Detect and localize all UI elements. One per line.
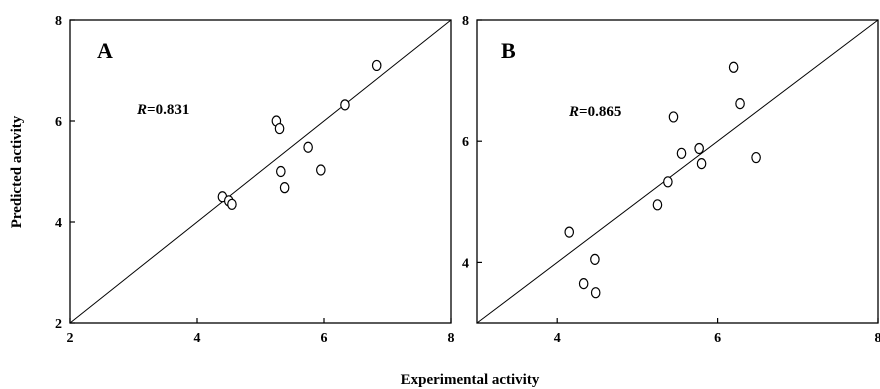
r-value-a: =0.831 — [147, 102, 189, 118]
data-point-b — [694, 142, 704, 155]
points-a — [217, 59, 382, 210]
x-tick-label-a: 8 — [448, 331, 455, 346]
y-axis-title: Predicted activity — [9, 115, 25, 228]
x-tick-label-a: 2 — [67, 331, 74, 346]
data-point-b — [728, 61, 739, 73]
data-point-a — [276, 165, 286, 178]
data-point-b — [696, 158, 707, 170]
data-point-b — [652, 199, 663, 211]
correlation-label-a: R=0.831 — [136, 102, 189, 118]
correlation-label-b: R=0.865 — [568, 104, 621, 120]
y-tick-label-a: 2 — [55, 317, 62, 332]
plot-frame-a — [69, 19, 452, 324]
data-point-b — [676, 147, 687, 159]
panel-b: 4 6 8 4 6 8 B R=0.865 — [462, 14, 880, 346]
x-tick-label-b: 4 — [554, 331, 561, 346]
data-point-b — [663, 176, 673, 188]
x-axis-title: Experimental activity — [401, 372, 540, 388]
x-tick-label-b: 8 — [875, 331, 880, 346]
ticks-a: 2 4 6 8 2 4 6 8 — [55, 14, 455, 346]
y-tick-label-b: 4 — [462, 256, 469, 271]
x-tick-label-a: 6 — [321, 331, 328, 346]
plot-frame-b — [476, 19, 879, 324]
data-point-b — [751, 151, 761, 164]
y-tick-label-a: 6 — [55, 115, 62, 130]
reference-line-b — [476, 19, 879, 324]
reference-line-a — [69, 19, 452, 324]
data-point-a — [279, 182, 290, 194]
ticks-b: 4 6 8 4 6 8 — [462, 14, 880, 346]
data-point-a — [316, 164, 326, 176]
y-tick-label-a: 8 — [55, 14, 62, 29]
x-tick-label-a: 4 — [194, 331, 201, 346]
y-tick-label-b: 8 — [462, 14, 469, 29]
data-point-a — [274, 122, 285, 135]
data-point-b — [578, 278, 589, 290]
data-point-a — [303, 141, 313, 153]
panel-a: 2 4 6 8 2 4 6 8 A R=0.831 — [55, 14, 455, 346]
data-point-a — [340, 99, 350, 111]
data-point-b — [590, 253, 600, 265]
r-symbol-b: R — [568, 104, 579, 120]
panel-label-a: A — [97, 38, 113, 63]
data-point-a — [371, 59, 382, 72]
r-value-b: =0.865 — [579, 104, 621, 120]
r-symbol-a: R — [136, 102, 147, 118]
data-point-b — [735, 98, 745, 110]
panel-label-b: B — [501, 38, 516, 63]
points-b — [564, 61, 761, 299]
data-point-b — [590, 287, 601, 299]
x-tick-label-b: 6 — [714, 331, 721, 346]
y-tick-label-a: 4 — [55, 216, 62, 231]
y-tick-label-b: 6 — [462, 135, 469, 150]
data-point-b — [564, 226, 575, 238]
data-point-b — [668, 111, 679, 123]
data-point-a — [227, 198, 237, 210]
